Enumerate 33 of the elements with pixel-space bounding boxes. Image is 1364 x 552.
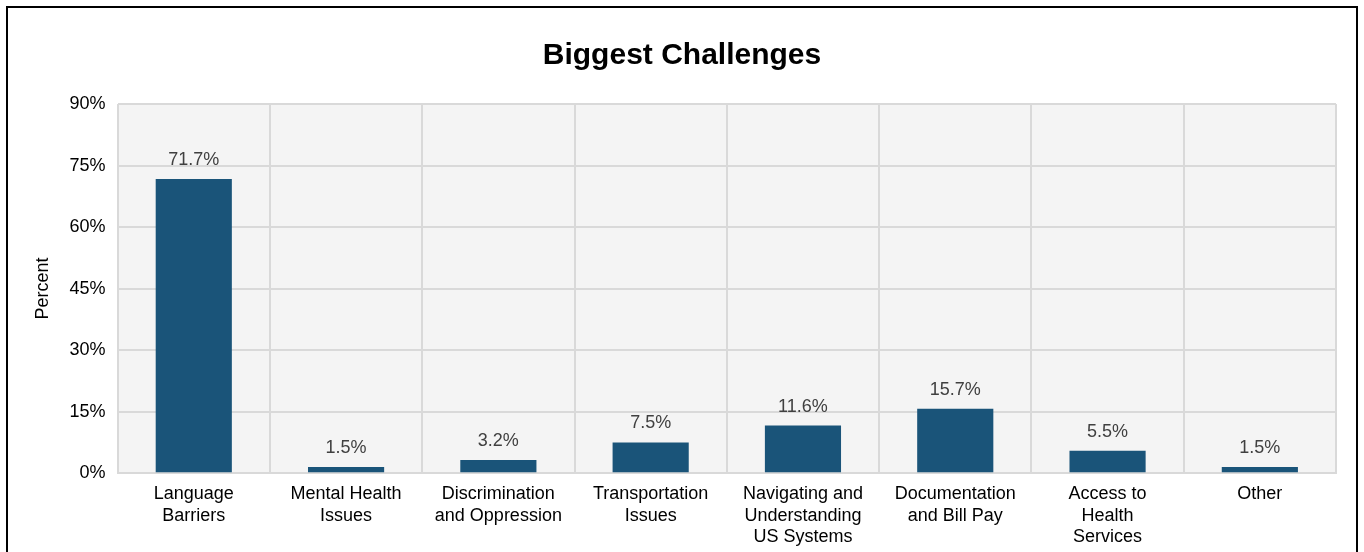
y-axis-title: Percent	[31, 257, 52, 320]
data-label: 11.6%	[778, 395, 828, 416]
y-tick-label: 90%	[69, 92, 106, 113]
y-tick-label: 15%	[69, 400, 106, 421]
y-tick-label: 60%	[69, 216, 106, 237]
y-tick-label: 75%	[69, 154, 106, 175]
data-label: 3.2%	[477, 430, 519, 451]
data-label: 1.5%	[325, 437, 367, 458]
bar	[612, 442, 689, 473]
y-tick-label: 45%	[69, 277, 106, 298]
chart-title: Biggest Challenges	[542, 37, 822, 71]
x-tick-label: Documentation and Bill Pay	[894, 482, 1016, 525]
data-label: 15.7%	[929, 378, 981, 399]
y-tick-label: 0%	[79, 462, 106, 483]
bar	[1221, 467, 1298, 473]
data-label: 7.5%	[630, 412, 672, 433]
bar	[1069, 450, 1146, 473]
bar	[308, 467, 385, 473]
bar	[764, 425, 842, 473]
bar	[155, 179, 232, 473]
x-tick-label: Access to Health Services	[1068, 482, 1147, 547]
x-tick-label: Language Barriers	[153, 482, 234, 525]
x-tick-label: Navigating and Understanding US Systems	[742, 482, 864, 547]
data-label: 71.7%	[168, 149, 220, 170]
x-tick-label: Discrimination and Oppression	[434, 482, 562, 525]
bar	[917, 408, 994, 473]
y-tick-label: 30%	[69, 339, 106, 360]
x-tick-label: Transportation Issues	[592, 482, 709, 525]
bar	[460, 460, 537, 473]
x-tick-label: Other	[1237, 482, 1283, 503]
x-tick-label: Mental Health Issues	[290, 482, 402, 525]
data-label: 1.5%	[1239, 437, 1281, 458]
data-label: 5.5%	[1087, 420, 1129, 441]
